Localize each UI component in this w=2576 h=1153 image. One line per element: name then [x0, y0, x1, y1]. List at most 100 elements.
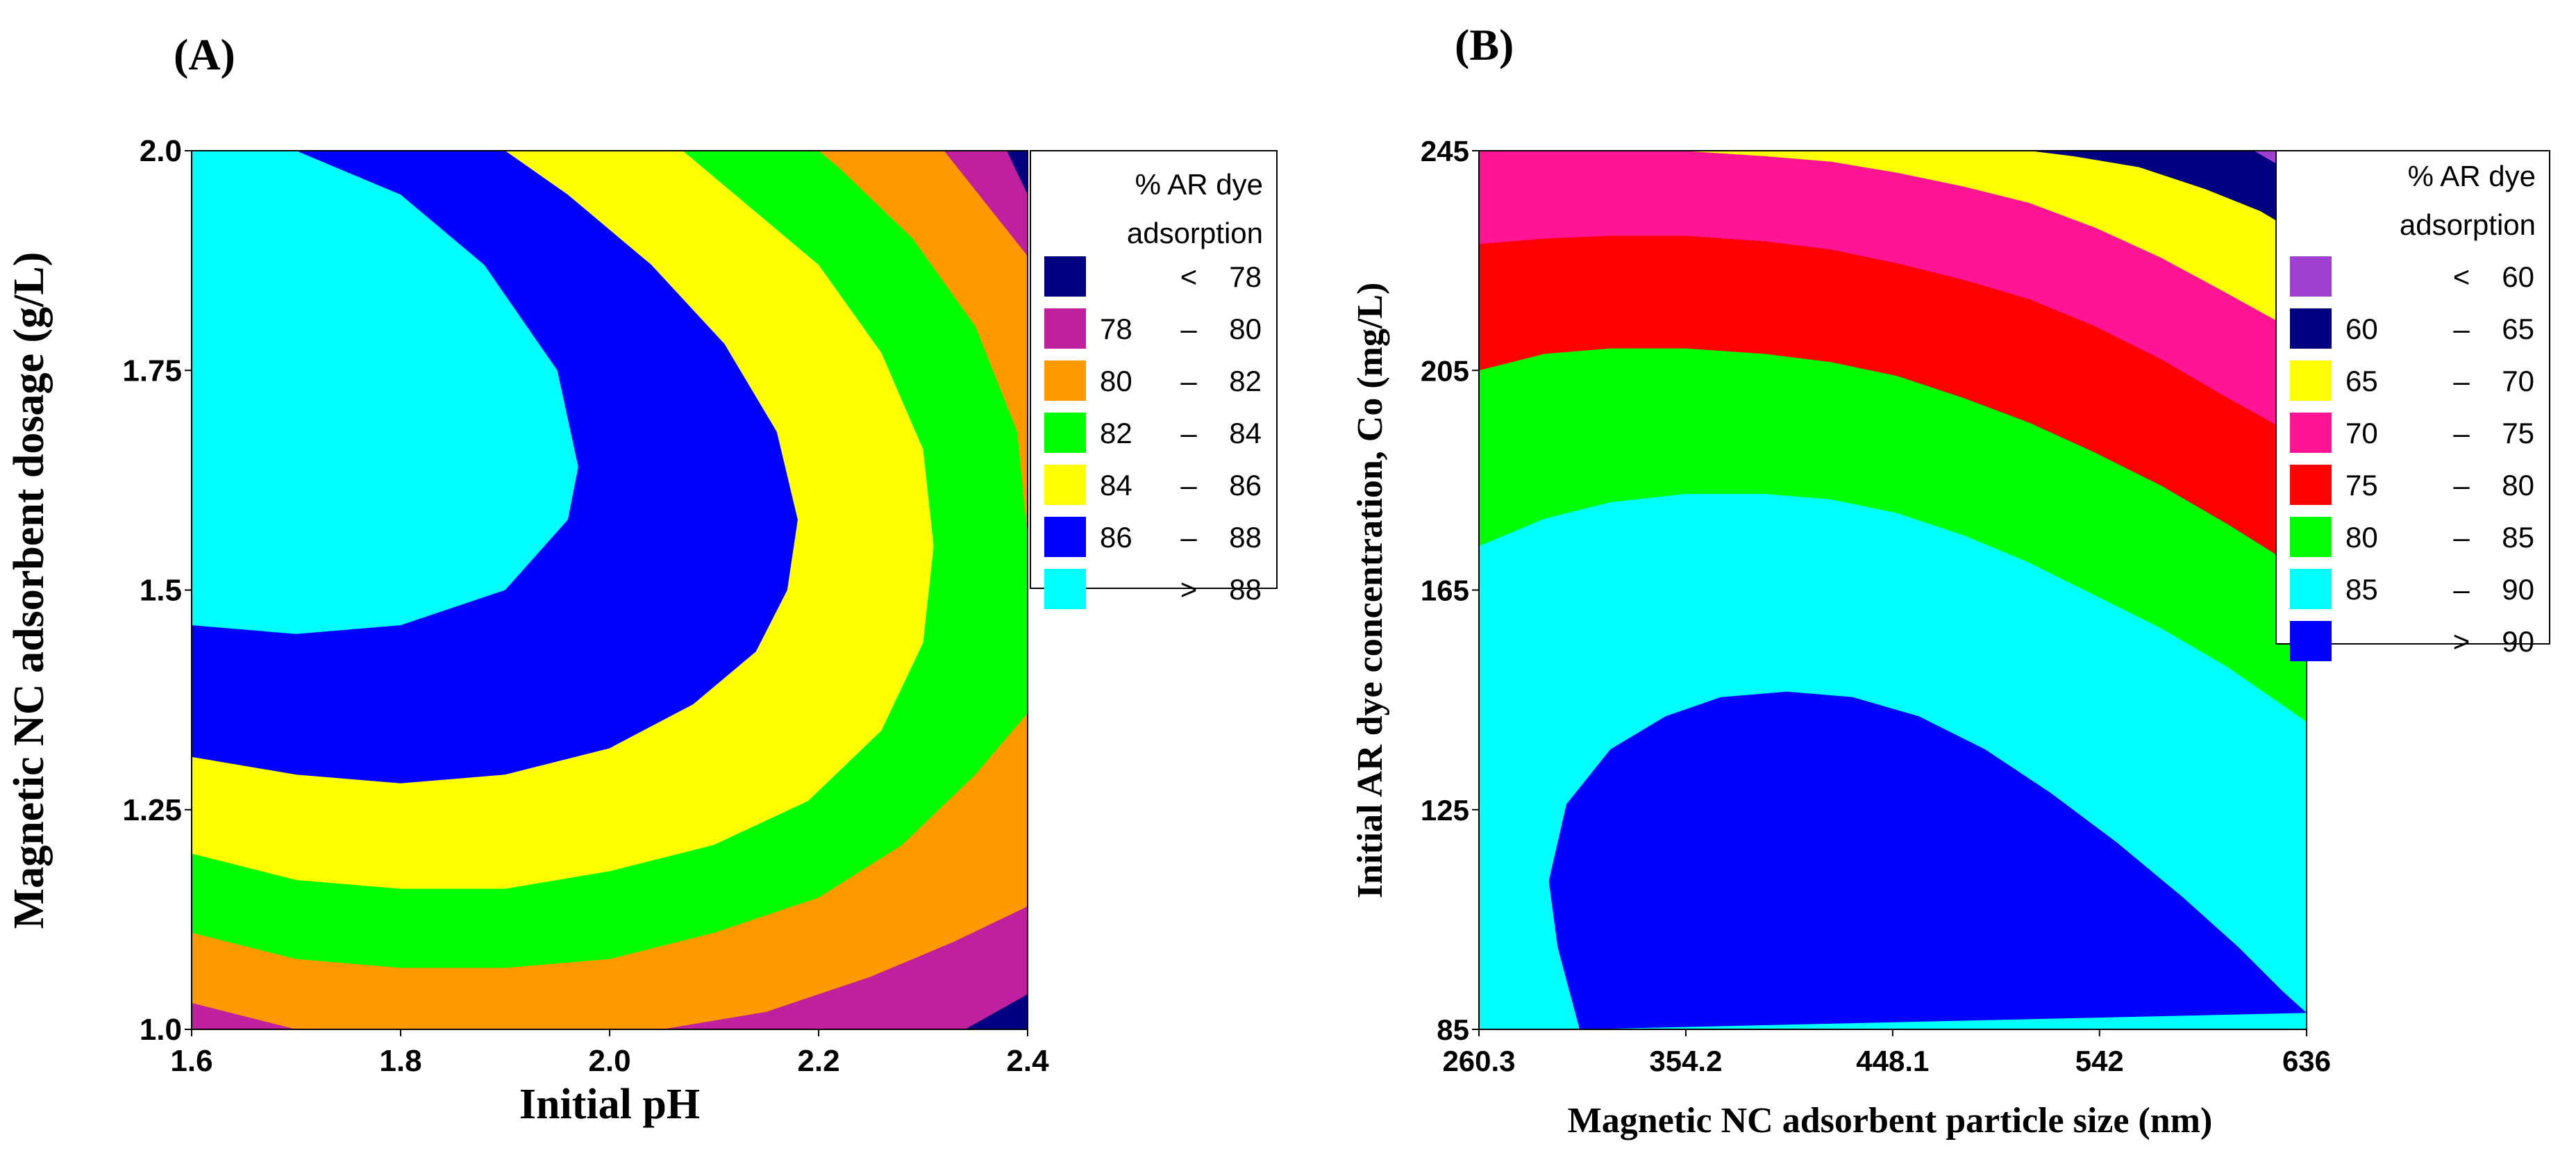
y-tick-label: 1.75: [122, 354, 182, 388]
legend-item: 86 –88: [1044, 517, 1262, 557]
legend-range-high: 70: [2502, 365, 2534, 397]
legend-item: 60 –65: [2290, 308, 2534, 349]
legend-range-low: 65: [2345, 365, 2378, 397]
legend-range-low: 80: [1100, 365, 1132, 397]
contour-band-lt78-bottom: [964, 994, 1028, 1029]
legend-range-sep: –: [2453, 521, 2470, 554]
legend-swatch: [1044, 517, 1086, 557]
contour-plot-area: [192, 151, 1028, 1029]
legend-item: <60: [2290, 256, 2534, 297]
legend-swatch: [1044, 308, 1086, 349]
y-axis-title: Initial AR dye concentration, Co (mg/L): [1350, 283, 1390, 899]
contour-band-88: [192, 151, 578, 634]
y-axis-title: Magnetic NC adsorbent dosage (g/L): [6, 252, 53, 929]
legend-range-high: 86: [1229, 469, 1262, 501]
legend-range-high: 75: [2502, 417, 2534, 449]
legend-range-high: 88: [1229, 521, 1262, 554]
legend-item: >88: [1044, 569, 1262, 609]
legend-range-high: 90: [2502, 573, 2534, 606]
legend-item: 84 –86: [1044, 465, 1262, 505]
legend-range-sep: –: [2453, 573, 2470, 606]
x-tick-label: 2.2: [797, 1044, 839, 1078]
legend-range-high: 85: [2502, 521, 2534, 554]
legend-swatch: [1044, 465, 1086, 505]
legend-range-low: 86: [1100, 521, 1132, 554]
legend-range-sep: –: [2453, 417, 2470, 449]
contour-plot-area: [1479, 151, 2307, 1029]
legend-range-high: 82: [1229, 365, 1262, 397]
legend-swatch: [2290, 360, 2332, 401]
y-tick-label: 165: [1421, 574, 1469, 607]
x-axis-title: Initial pH: [519, 1081, 700, 1128]
legend-range-sep: –: [1180, 313, 1197, 345]
legend-item: 70 –75: [2290, 413, 2534, 453]
legend-range-high: 78: [1229, 260, 1262, 293]
legend-item: 75 –80: [2290, 465, 2534, 505]
y-tick-label: 125: [1421, 794, 1469, 827]
legend-item: <78: [1044, 256, 1262, 297]
legend-range-sep: –: [1180, 417, 1197, 449]
contour-band-lt78-top: [1006, 151, 1028, 195]
legend-title-line2: adsorption: [2400, 208, 2536, 241]
x-tick-label: 1.8: [379, 1044, 421, 1078]
x-tick-label: 2.4: [1006, 1044, 1049, 1078]
legend-range-low: 80: [2345, 521, 2378, 554]
legend-range-low: 85: [2345, 573, 2378, 606]
legend-swatch: [1044, 360, 1086, 401]
y-tick-label: 1.5: [140, 574, 182, 608]
legend-range-high: 60: [2502, 260, 2534, 293]
legend-item: 80 –85: [2290, 517, 2534, 557]
panel-b-chart: 260.3 354.2 448.1 542 636 85 125 165 205 245 Magne…: [1350, 135, 2550, 1140]
y-tick-label: 1.25: [122, 793, 182, 827]
legend-range-high: 88: [1229, 573, 1262, 606]
legend-range-high: 90: [2502, 625, 2534, 658]
legend-swatch: [2290, 517, 2332, 557]
panel-a-label: (A): [174, 30, 235, 79]
legend-swatch: [1044, 569, 1086, 609]
legend-range-low: 60: [2345, 313, 2378, 345]
x-tick-label: 1.6: [170, 1044, 212, 1078]
legend-item: 65 –70: [2290, 360, 2534, 401]
legend-range-sep: >: [2453, 625, 2470, 658]
legend-item: >90: [2290, 621, 2534, 661]
legend-swatch: [1044, 256, 1086, 297]
legend-range-low: 75: [2345, 469, 2378, 501]
legend-range-low: 82: [1100, 417, 1132, 449]
legend-swatch: [2290, 256, 2332, 297]
x-tick-label: 2.0: [588, 1044, 630, 1078]
x-axis-title: Magnetic NC adsorbent particle size (nm): [1568, 1101, 2213, 1140]
contour-band-90: [1548, 691, 2307, 1029]
y-tick-label: 1.0: [140, 1013, 182, 1047]
legend-range-high: 65: [2502, 313, 2534, 345]
legend-title-line2: adsorption: [1127, 217, 1263, 249]
legend-range-high: 84: [1229, 417, 1262, 449]
legend-range-high: 80: [1229, 313, 1262, 345]
legend-swatch: [2290, 413, 2332, 453]
x-tick-label: 448.1: [1856, 1045, 1929, 1077]
legend-swatch: [2290, 621, 2332, 661]
legend-title-line1: % AR dye: [1135, 168, 1263, 201]
x-tick-label: 354.2: [1649, 1045, 1722, 1077]
legend-swatch: [2290, 569, 2332, 609]
legend-range-low: 84: [1100, 469, 1132, 501]
legend-range-sep: –: [2453, 469, 2470, 501]
legend-item: 82 –84: [1044, 413, 1262, 453]
legend-item: 80 –82: [1044, 360, 1262, 401]
legend-range-sep: –: [2453, 313, 2470, 345]
y-tick-label: 245: [1421, 135, 1469, 167]
legend-range-low: 78: [1100, 313, 1132, 345]
legend-range-high: 80: [2502, 469, 2534, 501]
y-tick-label: 2.0: [140, 134, 182, 168]
legend-range-sep: –: [2453, 365, 2470, 397]
legend-swatch: [1044, 413, 1086, 453]
x-tick-label: 636: [2282, 1045, 2331, 1077]
legend-range-sep: –: [1180, 469, 1197, 501]
legend-item: 78 –80: [1044, 308, 1262, 349]
panel-b-label: (B): [1455, 20, 1514, 69]
y-tick-label: 85: [1437, 1013, 1469, 1046]
x-tick-label: 542: [2075, 1045, 2124, 1077]
y-tick-label: 205: [1421, 354, 1469, 387]
